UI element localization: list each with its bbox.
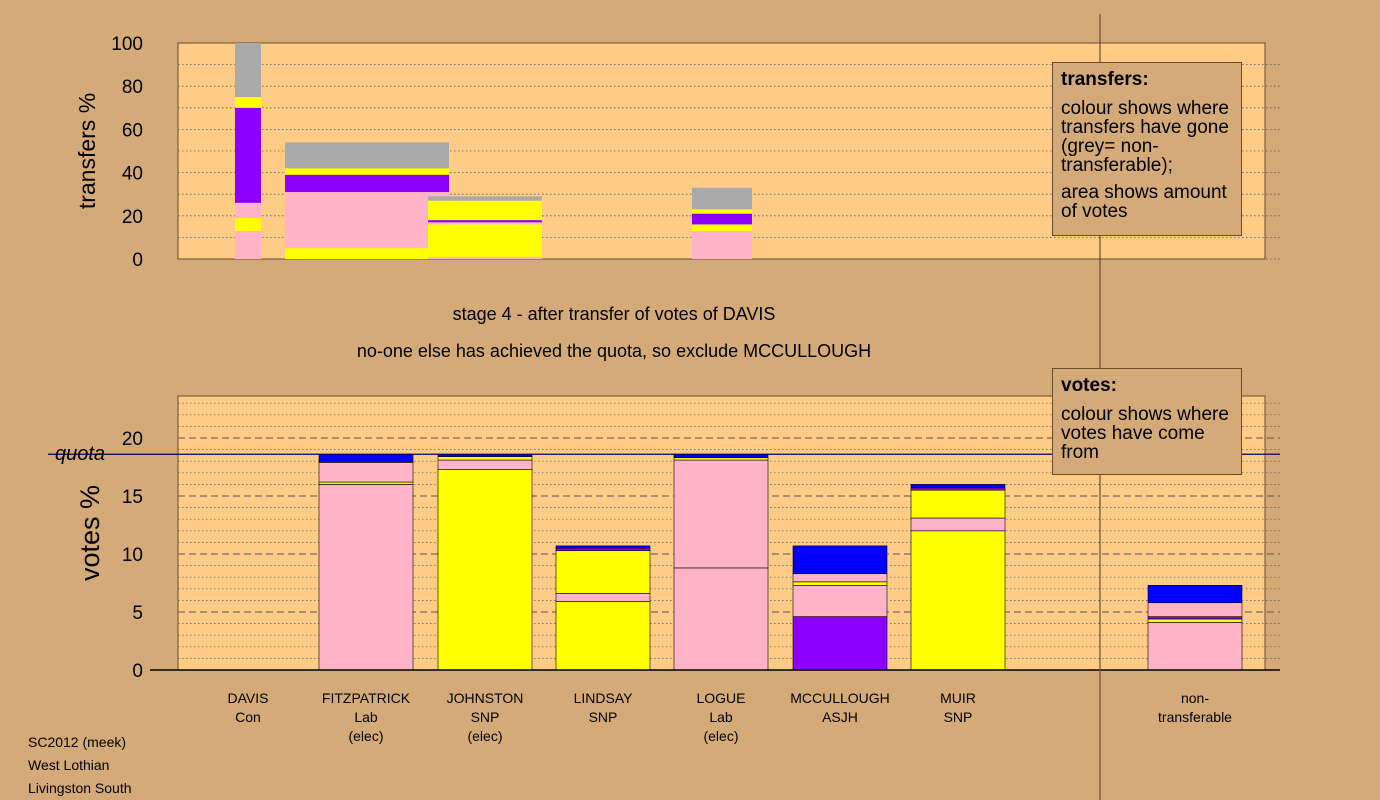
votes-tick-label: 20 [122,429,143,450]
transfers-bar-segment [692,209,752,214]
transfers-bar-segment [428,222,542,225]
candidate-name-label: non- [1181,690,1209,706]
votes-bar-segment [1147,585,1243,604]
footer-line-3: Livingston South [28,780,132,796]
candidate-status-label: (elec) [467,728,502,744]
candidate-name-label: LOGUE [696,690,745,706]
votes-bar-segment [318,481,414,485]
transfers-bar-segment [692,224,752,231]
transfers-tick-label: 0 [132,250,143,271]
transfers-bar-segment [692,187,752,210]
votes-bar-segment [910,530,1006,671]
candidate-party-label: SNP [471,709,500,725]
transfers-bar-segment [428,196,542,201]
candidate-party-label: transferable [1158,709,1232,725]
footer: SC2012 (meek) West Lothian Livingston So… [28,731,132,800]
stage-title: stage 4 - after transfer of votes of DAV… [453,304,776,324]
footer-line-1: SC2012 (meek) [28,734,127,750]
votes-bar-segment [1147,618,1243,623]
candidate-name-label: LINDSAY [574,690,634,706]
votes-bar-segment [437,456,533,461]
candidate-status-label: (elec) [703,728,738,744]
votes-tick-label: 10 [122,545,143,566]
transfers-bar-segment [235,217,261,231]
votes-tick-label: 5 [132,603,143,624]
votes-bar-segment [673,567,769,671]
votes-bar-segment [910,487,1006,491]
transfers-legend-title: transfers: [1061,69,1149,90]
transfers-tick-label: 40 [122,164,143,185]
transfers-bar-segment [428,200,542,221]
candidate-name-label: FITZPATRICK [322,690,411,706]
transfers-bar-segment [692,230,752,259]
votes-bar-segment [910,484,1006,489]
candidate-party-label: SNP [589,709,618,725]
transfers-tick-label: 80 [122,77,143,98]
transfers-bar-segment [235,43,261,97]
votes-bar-segment [792,581,888,586]
transfers-bar-segment [285,142,449,169]
votes-tick-label: 15 [122,487,143,508]
transfers-bar-segment [285,174,449,193]
candidate-name-label: JOHNSTON [447,690,524,706]
votes-bar-segment [318,453,414,463]
transfers-bar-segment [428,224,542,257]
footer-line-2: West Lothian [28,757,110,773]
transfers-bar-segment [692,213,752,225]
votes-legend: votes: colour shows where votes have com… [1052,368,1242,475]
transfers-bar-segment [235,97,261,108]
votes-bar-segment [437,469,533,671]
candidate-party-label: Lab [354,709,378,725]
votes-bar-segment [792,573,888,583]
votes-legend-title: votes: [1061,375,1117,396]
votes-bar-segment [910,489,1006,519]
transfers-bar-segment [235,230,261,259]
votes-bar-segment [792,585,888,617]
candidate-name-label: MCCULLOUGH [790,690,890,706]
transfers-bar-segment [285,168,449,175]
votes-bar-segment [1147,616,1243,620]
votes-bar-segment [555,547,651,551]
candidate-party-label: Lab [709,709,733,725]
transfers-tick-label: 100 [111,34,143,55]
candidate-party-label: SNP [944,709,973,725]
candidate-party-label: ASJH [822,709,858,725]
candidate-name-label: DAVIS [228,690,269,706]
transfers-tick-label: 60 [122,120,143,141]
votes-bar-segment [555,545,651,549]
votes-bar-segment [318,462,414,483]
transfers-bar-segment [235,202,261,218]
transfers-axis-label: transfers % [74,93,100,209]
transfers-bar-segment [235,107,261,203]
votes-bar-segment [1147,622,1243,671]
votes-bar-segment [792,616,888,671]
candidate-name-label: MUIR [940,690,976,706]
stage-note: no-one else has achieved the quota, so e… [357,341,871,361]
votes-bar-segment [555,550,651,594]
votes-bar-segment [555,601,651,671]
transfers-legend-line-2: area shows amount of votes [1061,182,1227,222]
transfers-tick-label: 20 [122,207,143,228]
candidate-party-label: Con [235,709,261,725]
votes-bar-segment [318,484,414,671]
votes-bar-segment [1147,602,1243,617]
votes-axis-label: votes % [75,485,105,581]
transfers-bar-segment [428,220,542,223]
transfers-bar-segment [285,248,449,259]
votes-bar-segment [673,459,769,569]
votes-legend-line-1: colour shows where votes have come from [1061,404,1229,463]
votes-bar-segment [555,593,651,602]
transfers-bar-segment [428,256,542,259]
quota-label: quota [55,443,105,465]
votes-bar-segment [673,457,769,461]
votes-bar-segment [437,459,533,470]
transfers-bar-segment [285,192,449,249]
votes-bar-segment [792,545,888,575]
candidate-status-label: (elec) [348,728,383,744]
transfers-legend: transfers: colour shows where transfers … [1052,62,1242,236]
transfers-legend-line-1: colour shows where transfers have gone (… [1061,98,1229,176]
votes-bar-segment [910,517,1006,532]
votes-tick-label: 0 [132,661,143,682]
